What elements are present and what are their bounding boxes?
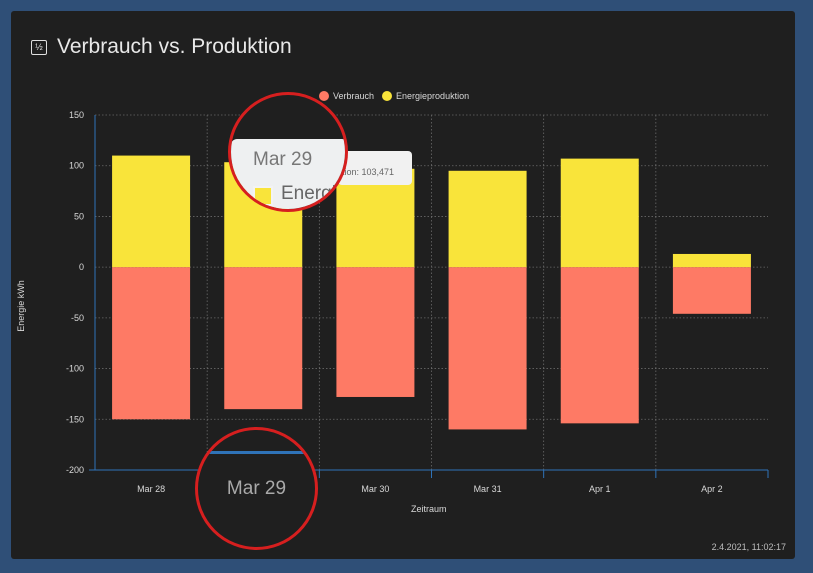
legend-item-energieproduktion[interactable]: Energieproduktion (382, 91, 469, 101)
bar-verbrauch-mar-29[interactable] (224, 267, 303, 410)
bar-verbrauch-mar-28[interactable] (112, 267, 191, 420)
legend-item-verbrauch[interactable]: Verbrauch (319, 91, 374, 101)
y-tick-label: -200 (66, 465, 84, 475)
chart-legend[interactable]: Verbrauch Energieproduktion (319, 91, 477, 101)
card-title: ½ Verbrauch vs. Produktion (31, 33, 292, 61)
bar-energieproduktion-mar-28[interactable] (112, 155, 191, 268)
bar-verbrauch-apr-2[interactable] (672, 267, 751, 314)
y-tick-label: 150 (69, 110, 84, 120)
last-updated-timestamp: 2.4.2021, 11:02:17 (711, 542, 786, 552)
legend-label-energieproduktion: Energieproduktion (396, 91, 470, 101)
zoom-tooltip-box: Mar 29 Energi (231, 139, 345, 209)
x-axis-label: Zeitraum (411, 504, 447, 514)
x-tick-label: Mar 28 (137, 484, 165, 494)
tooltip-value-text: tion: 103,471 (342, 167, 395, 177)
x-tick-label: Mar 31 (474, 484, 502, 494)
zoom-highlight-tooltip: Mar 29 Energi (228, 92, 348, 212)
calculator-icon: ½ (31, 39, 47, 55)
x-tick-label: Apr 1 (589, 484, 611, 494)
bar-verbrauch-mar-31[interactable] (448, 267, 527, 430)
bar-energieproduktion-apr-1[interactable] (560, 158, 639, 268)
y-tick-label: -150 (66, 414, 84, 424)
y-tick-label: 0 (79, 262, 84, 272)
legend-swatch-verbrauch (319, 91, 329, 101)
y-tick-label: 100 (69, 161, 84, 171)
bar-energieproduktion-mar-30[interactable] (336, 168, 415, 268)
bar-energieproduktion-apr-2[interactable] (672, 253, 751, 268)
zoom-tooltip-date: Mar 29 (253, 149, 313, 170)
zoom-axis-line (208, 451, 315, 454)
card-title-text: Verbrauch vs. Produktion (57, 35, 292, 58)
bar-energieproduktion-mar-31[interactable] (448, 170, 527, 268)
zoom-tooltip-label: Energi (281, 183, 336, 204)
x-tick-label: Apr 2 (701, 484, 723, 494)
zoom-axis-label: Mar 29 (226, 478, 287, 499)
y-tick-label: -100 (66, 364, 84, 374)
x-tick-label: Mar 30 (361, 484, 389, 494)
y-tick-label: 50 (74, 211, 84, 221)
chart-tooltip: tion: 103,471 (338, 151, 412, 185)
zoom-tooltip-swatch (253, 186, 273, 206)
zoom-highlight-axis-label: Mar 29 (195, 427, 318, 550)
bar-verbrauch-apr-1[interactable] (560, 267, 639, 424)
bar-verbrauch-mar-30[interactable] (336, 267, 415, 397)
y-tick-label: -50 (71, 313, 84, 323)
legend-label-verbrauch: Verbrauch (333, 91, 375, 101)
legend-swatch-energieproduktion (382, 91, 393, 101)
